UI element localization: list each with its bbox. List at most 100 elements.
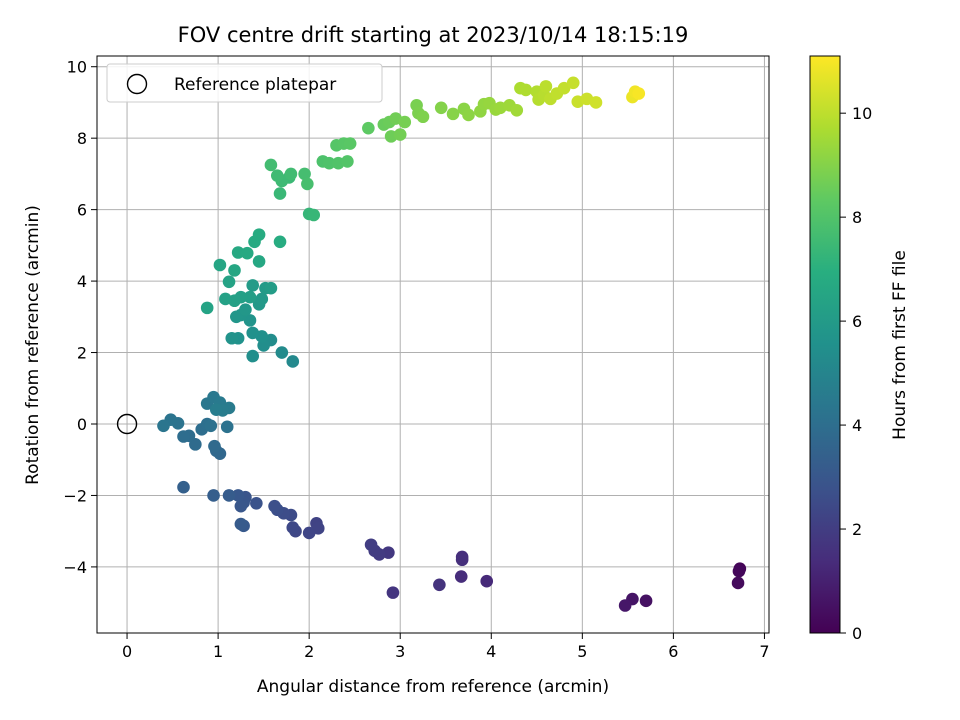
data-point <box>231 489 245 502</box>
legend-box <box>106 63 383 103</box>
data-point <box>286 521 300 534</box>
data-point <box>416 110 430 124</box>
data-point <box>177 430 190 443</box>
y-tick-label: 2 <box>77 344 87 363</box>
data-point <box>209 403 223 417</box>
data-point <box>219 292 232 306</box>
colorbar-gradient <box>809 55 841 634</box>
data-point <box>222 275 236 289</box>
data-point <box>462 108 475 122</box>
data-point <box>341 155 354 168</box>
data-point <box>393 128 407 141</box>
data-point <box>213 258 227 272</box>
data-point <box>234 517 248 531</box>
data-point <box>250 497 263 510</box>
data-point <box>298 167 311 181</box>
data-point <box>246 279 260 292</box>
data-point <box>639 594 653 608</box>
data-point <box>434 101 448 115</box>
data-point <box>243 290 257 304</box>
data-point <box>519 83 533 97</box>
data-point <box>632 87 646 100</box>
data-point <box>208 439 221 453</box>
data-point <box>231 246 245 259</box>
data-point <box>454 570 468 583</box>
x-tick-label: 6 <box>668 642 678 661</box>
y-tick-label: 0 <box>77 415 87 434</box>
colorbar-tick-label: 2 <box>852 520 862 539</box>
colorbar-tick-label: 8 <box>852 208 862 227</box>
data-point <box>222 489 236 502</box>
data-point <box>566 76 580 90</box>
data-point <box>273 187 287 200</box>
data-point <box>246 326 260 340</box>
plot-frame <box>96 55 770 634</box>
data-point <box>234 499 248 513</box>
x-tick-label: 3 <box>395 642 405 661</box>
y-tick-label: 8 <box>77 129 87 148</box>
data-point <box>307 208 321 222</box>
data-point <box>731 576 745 590</box>
data-point <box>252 255 266 268</box>
x-tick-label: 1 <box>213 642 223 661</box>
data-point <box>362 121 375 135</box>
x-tick-label: 4 <box>486 642 496 661</box>
y-tick-label: −4 <box>63 558 87 577</box>
colorbar-tick-label: 0 <box>852 624 862 643</box>
colorbar-tick-label: 4 <box>852 416 862 435</box>
y-tick-label: −2 <box>63 486 87 505</box>
x-tick-label: 5 <box>577 642 587 661</box>
data-point <box>228 264 241 277</box>
y-tick-label: 6 <box>77 201 87 220</box>
data-point <box>239 303 252 316</box>
legend-entry-reference-platepar: Reference platepar <box>174 75 336 95</box>
y-axis-label: Rotation from reference (arcmin) <box>23 205 43 485</box>
data-point <box>275 346 289 359</box>
legend: Reference platepar <box>106 63 383 103</box>
data-point <box>302 526 316 540</box>
data-point <box>177 480 190 494</box>
y-tick-label: 10 <box>67 58 87 77</box>
data-point <box>273 235 287 249</box>
data-point <box>284 167 298 181</box>
x-tick-label: 7 <box>759 642 769 661</box>
x-tick-label: 2 <box>304 642 314 661</box>
data-point <box>270 169 284 182</box>
data-point <box>240 246 254 260</box>
data-point <box>301 177 314 191</box>
reference-platepar-marker <box>116 413 138 435</box>
data-point <box>433 578 446 592</box>
data-point <box>264 158 278 172</box>
y-axis: −4 −2 0 2 4 6 8 10 <box>63 58 97 577</box>
colorbar-tick-label: 6 <box>852 312 862 331</box>
data-point <box>455 553 469 567</box>
data-point <box>225 331 239 345</box>
data-point <box>539 80 553 93</box>
colorbar-ticks: 0 2 4 6 8 10 <box>840 104 872 643</box>
data-point <box>286 355 300 368</box>
data-point <box>243 314 257 327</box>
data-point <box>732 564 746 578</box>
data-point <box>364 538 378 552</box>
data-point <box>398 115 412 129</box>
data-points <box>157 76 747 612</box>
data-point <box>230 310 243 324</box>
data-point <box>480 574 494 588</box>
data-point <box>246 349 260 363</box>
reference-marker-group <box>116 413 138 435</box>
data-point <box>252 228 266 241</box>
data-point <box>204 419 218 433</box>
data-point <box>322 156 336 170</box>
colorbar-tick-label: 10 <box>852 104 872 123</box>
data-point <box>268 499 281 513</box>
data-point <box>343 137 357 150</box>
data-point <box>386 586 400 599</box>
y-tick-label: 4 <box>77 272 87 291</box>
data-point <box>264 281 278 295</box>
x-axis: 0 1 2 3 4 5 6 7 <box>122 633 770 661</box>
x-tick-label: 0 <box>122 642 132 661</box>
data-point <box>189 438 202 451</box>
data-point <box>618 599 632 612</box>
grid-lines <box>97 56 769 633</box>
